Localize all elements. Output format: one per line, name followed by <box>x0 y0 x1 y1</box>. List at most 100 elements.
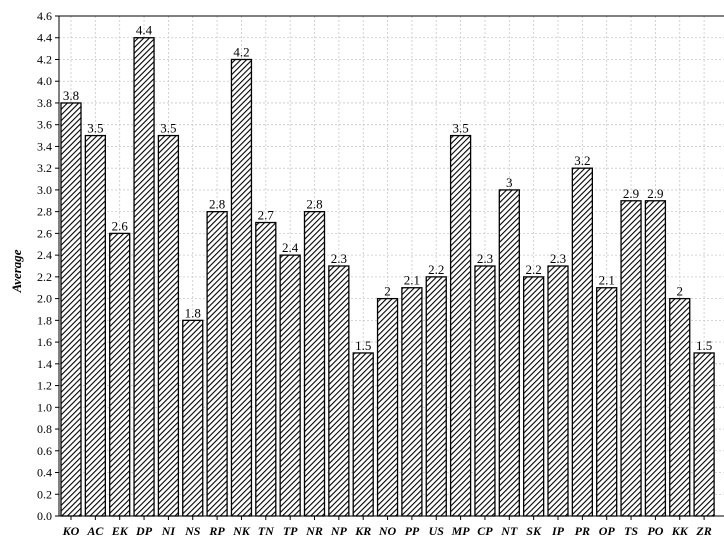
y-tick-label: 2.8 <box>37 205 52 219</box>
x-tick-label-kk: KK <box>671 524 689 538</box>
bars <box>60 37 715 517</box>
y-tick-label: 0.8 <box>37 422 52 436</box>
data-label-nr: 2.8 <box>306 197 322 212</box>
bar-nk <box>230 58 253 517</box>
data-label-ek: 2.6 <box>112 218 129 233</box>
data-label-ni: 3.5 <box>160 121 176 136</box>
bar-nt <box>498 189 520 517</box>
y-tick-label: 0.6 <box>37 444 52 458</box>
bar-ek <box>109 232 131 517</box>
bar-ac <box>84 134 106 517</box>
y-tick-label: 4.2 <box>37 52 52 66</box>
axes <box>58 15 724 517</box>
bar-tn <box>255 221 277 517</box>
x-tick-label-nr: NR <box>305 524 323 538</box>
y-tick-label: 3.6 <box>37 118 52 132</box>
bar-zr <box>693 352 715 517</box>
bar-us <box>425 276 447 517</box>
data-label-ac: 3.5 <box>87 121 103 136</box>
data-label-kr: 1.5 <box>355 338 371 353</box>
data-label-nk: 4.2 <box>233 44 249 59</box>
y-tick-label: 0.4 <box>37 466 52 480</box>
bar-kr <box>352 352 374 517</box>
bar-ts <box>620 200 642 517</box>
y-tick-label: 2.6 <box>37 226 52 240</box>
data-label-nt: 3 <box>506 175 513 190</box>
data-label-tp: 2.4 <box>282 240 299 255</box>
data-label-mp: 3.5 <box>452 121 468 136</box>
x-tick-label-nk: NK <box>232 524 251 538</box>
x-tick-label-pp: PP <box>405 524 420 538</box>
y-tick-label: 1.2 <box>37 379 52 393</box>
x-tick-label-ac: AC <box>86 524 104 538</box>
x-axis-ticks: KO AC EK DP NI NS RP NK TN TP NR NP KR NO PP US MP CP NT SK… <box>62 516 712 538</box>
x-tick-label-nt: NT <box>500 524 518 538</box>
y-axis-label: Average <box>9 249 24 293</box>
y-tick-label: 1.4 <box>37 357 52 371</box>
x-tick-label-ts: TS <box>624 524 638 538</box>
x-tick-label-cp: CP <box>477 524 493 538</box>
data-label-ts: 2.9 <box>623 186 639 201</box>
data-label-op: 2.1 <box>599 273 615 288</box>
bar-sk <box>523 276 545 517</box>
bar-op <box>596 287 618 517</box>
x-tick-label-sk: SK <box>526 524 542 538</box>
bar-ip <box>547 265 569 517</box>
x-tick-label-mp: MP <box>451 524 471 538</box>
x-tick-label-no: NO <box>378 524 397 538</box>
x-tick-label-ko: KO <box>62 524 80 538</box>
y-tick-label: 0.2 <box>37 487 52 501</box>
bar-nr <box>303 211 326 517</box>
x-tick-label-op: OP <box>599 524 616 538</box>
data-label-np: 2.3 <box>331 251 347 266</box>
bar-dp <box>133 37 155 517</box>
y-tick-label: 3.2 <box>37 161 52 175</box>
x-tick-label-us: US <box>429 524 445 538</box>
data-label-rp: 2.8 <box>209 197 225 212</box>
x-tick-label-kr: KR <box>354 524 371 538</box>
y-tick-label: 2.0 <box>37 292 52 306</box>
x-tick-label-ip: IP <box>551 524 565 538</box>
y-tick-label: 4.0 <box>37 74 52 88</box>
data-label-ko: 3.8 <box>63 88 79 103</box>
y-axis-ticks: 0.0 0.2 0.4 0.6 0.8 1.0 1.2 1.4 1.6 1.8 2.0 2.2 2.4 2… <box>37 9 59 523</box>
y-tick-label: 1.0 <box>37 400 52 414</box>
x-tick-label-np: NP <box>330 524 348 538</box>
bar-ni <box>157 134 180 517</box>
x-tick-label-pr: PR <box>575 524 590 538</box>
x-tick-label-rp: RP <box>208 524 225 538</box>
data-label-kk: 2 <box>677 284 684 299</box>
x-tick-label-zr: ZR <box>695 524 711 538</box>
y-tick-label: 2.4 <box>37 248 52 262</box>
bar-tp <box>279 254 301 517</box>
y-tick-label: 1.6 <box>37 335 52 349</box>
bar-no <box>376 297 399 517</box>
y-tick-label: 0.0 <box>37 509 52 523</box>
data-label-us: 2.2 <box>428 262 444 277</box>
data-label-sk: 2.2 <box>526 262 542 277</box>
bar-pp <box>401 287 423 517</box>
bar-np <box>328 265 350 517</box>
bar-po <box>644 200 667 517</box>
bar-pr <box>571 167 593 517</box>
data-label-ns: 1.8 <box>185 305 201 320</box>
x-tick-label-dp: DP <box>135 524 153 538</box>
data-label-cp: 2.3 <box>477 251 493 266</box>
y-tick-label: 4.4 <box>37 31 52 45</box>
bar-kk <box>669 297 691 517</box>
data-labels: 3.8 3.5 2.6 4.4 3.5 1.8 2.8 4.2 2.7 2.4 2.8 2.3 1.5 2… <box>63 23 712 353</box>
y-tick-label: 3.0 <box>37 183 52 197</box>
bar-cp <box>474 265 496 517</box>
data-label-pp: 2.1 <box>404 273 420 288</box>
x-tick-label-ns: NS <box>184 524 201 538</box>
y-tick-label: 3.4 <box>37 139 52 153</box>
data-label-pr: 3.2 <box>574 153 590 168</box>
data-label-tn: 2.7 <box>258 208 275 223</box>
data-label-ip: 2.3 <box>550 251 566 266</box>
data-label-no: 2 <box>384 284 391 299</box>
y-tick-label: 2.2 <box>37 270 52 284</box>
x-tick-label-tn: TN <box>258 524 275 538</box>
y-tick-label: 1.8 <box>37 313 52 327</box>
bar-ko <box>60 102 82 517</box>
bar-ns <box>182 319 204 517</box>
